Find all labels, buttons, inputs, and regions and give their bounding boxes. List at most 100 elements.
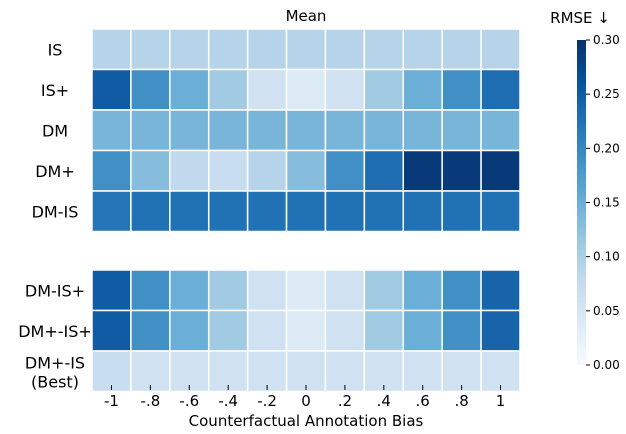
colorbar: 0.00 0.05 0.10 0.15 0.20 0.25 0.30 [577,33,620,372]
heatmap-cell [91,269,132,312]
heatmap-cell [91,190,132,233]
row-labels: IS IS+ DM DM+ DM-IS DM-IS+ DM+-IS+ DM+-IS (Best) [18,40,92,391]
heatmap-cell [130,149,171,192]
heatmap-cell [363,68,405,111]
heatmap-cell [402,68,443,111]
heatmap-cell [246,309,288,352]
colorbar-gradient [577,40,586,365]
heatmap-cell [363,269,405,312]
heatmap-cell [169,149,210,192]
heatmap-cell [169,68,210,111]
heatmap-cell [324,109,366,152]
heatmap-cell [324,269,366,312]
heatmap-cell [285,269,327,312]
heatmap-cell [480,269,521,312]
heatmap-cell [169,28,210,71]
heatmap-cell [363,28,405,71]
heatmap-cell [169,269,210,312]
heatmap-cells [91,28,521,393]
heatmap-cell [441,28,482,71]
heatmap-cell [363,190,405,233]
heatmap-cell [441,149,482,192]
heatmap-cell [130,309,171,352]
heatmap-cell [441,109,482,152]
heatmap-cell [285,149,327,192]
heatmap-cell [91,109,132,152]
heatmap-cell [207,28,249,71]
chart-title: Mean [286,7,327,25]
heatmap-cell [130,269,171,312]
heatmap-cell [441,269,482,312]
heatmap-cell [207,309,249,352]
heatmap-cell [324,68,366,111]
heatmap-cell [246,109,288,152]
heatmap-cell [285,350,327,393]
heatmap-cell [246,28,288,71]
heatmap-cell [207,269,249,312]
heatmap-cell [130,350,171,393]
heatmap-cell [441,190,482,233]
heatmap-cell [480,190,521,233]
heatmap-cell [130,190,171,233]
heatmap-cell [363,109,405,152]
heatmap-cell [363,350,405,393]
x-tick-label: 0 [301,392,311,410]
colorbar-tick-label: 0.00 [593,358,620,372]
heatmap-cell [246,350,288,393]
heatmap-cell [324,350,366,393]
heatmap-cell [480,309,521,352]
heatmap-cell [169,109,210,152]
heatmap-cell [207,190,249,233]
x-tick-labels: -1 -.8 -.6 -.4 -.2 0 .2 .4 .6 .8 1 [104,385,505,410]
heatmap-cell [402,269,443,312]
row-label: IS+ [41,81,69,100]
x-tick-label: .6 [416,392,430,410]
heatmap-cell [402,190,443,233]
heatmap-cell [91,309,132,352]
x-tick-label: -.2 [257,392,277,410]
heatmap-cell [480,109,521,152]
heatmap-cell [402,309,443,352]
heatmap-cell [285,309,327,352]
heatmap-cell [324,149,366,192]
colorbar-tick-label: 0.25 [593,87,620,101]
heatmap-cell [285,68,327,111]
row-label: DM-IS+ [25,281,85,300]
heatmap-cell [285,28,327,71]
heatmap-cell [441,309,482,352]
heatmap-cell [91,350,132,393]
x-tick-label: -.8 [141,392,161,410]
heatmap-cell [285,109,327,152]
heatmap-cell [246,149,288,192]
colorbar-label: RMSE ↓ [550,9,610,27]
colorbar-tick-label: 0.10 [593,250,620,264]
heatmap-cell [207,149,249,192]
heatmap-cell [246,269,288,312]
row-label: DM-IS [32,202,79,221]
heatmap-cell [441,68,482,111]
heatmap-cell [130,28,171,71]
colorbar-tick-label: 0.15 [593,196,620,210]
heatmap-cell [402,109,443,152]
row-label: DM [42,121,68,140]
heatmap-cell [480,149,521,192]
heatmap-cell [324,309,366,352]
heatmap-cell [130,68,171,111]
colorbar-tick-label: 0.20 [593,141,620,155]
heatmap-cell [285,190,327,233]
heatmap-cell [91,68,132,111]
heatmap-cell [246,68,288,111]
x-tick-label: 1 [496,392,506,410]
x-tick-label: -.4 [218,392,238,410]
colorbar-tick-label: 0.30 [593,33,620,47]
heatmap-cell [207,68,249,111]
heatmap-cell [480,68,521,111]
heatmap-cell [402,149,443,192]
heatmap-cell [441,350,482,393]
row-label: IS [48,40,63,59]
heatmap-cell [480,350,521,393]
x-tick-label: -.6 [179,392,199,410]
heatmap-cell [324,28,366,71]
heatmap-cell [246,190,288,233]
